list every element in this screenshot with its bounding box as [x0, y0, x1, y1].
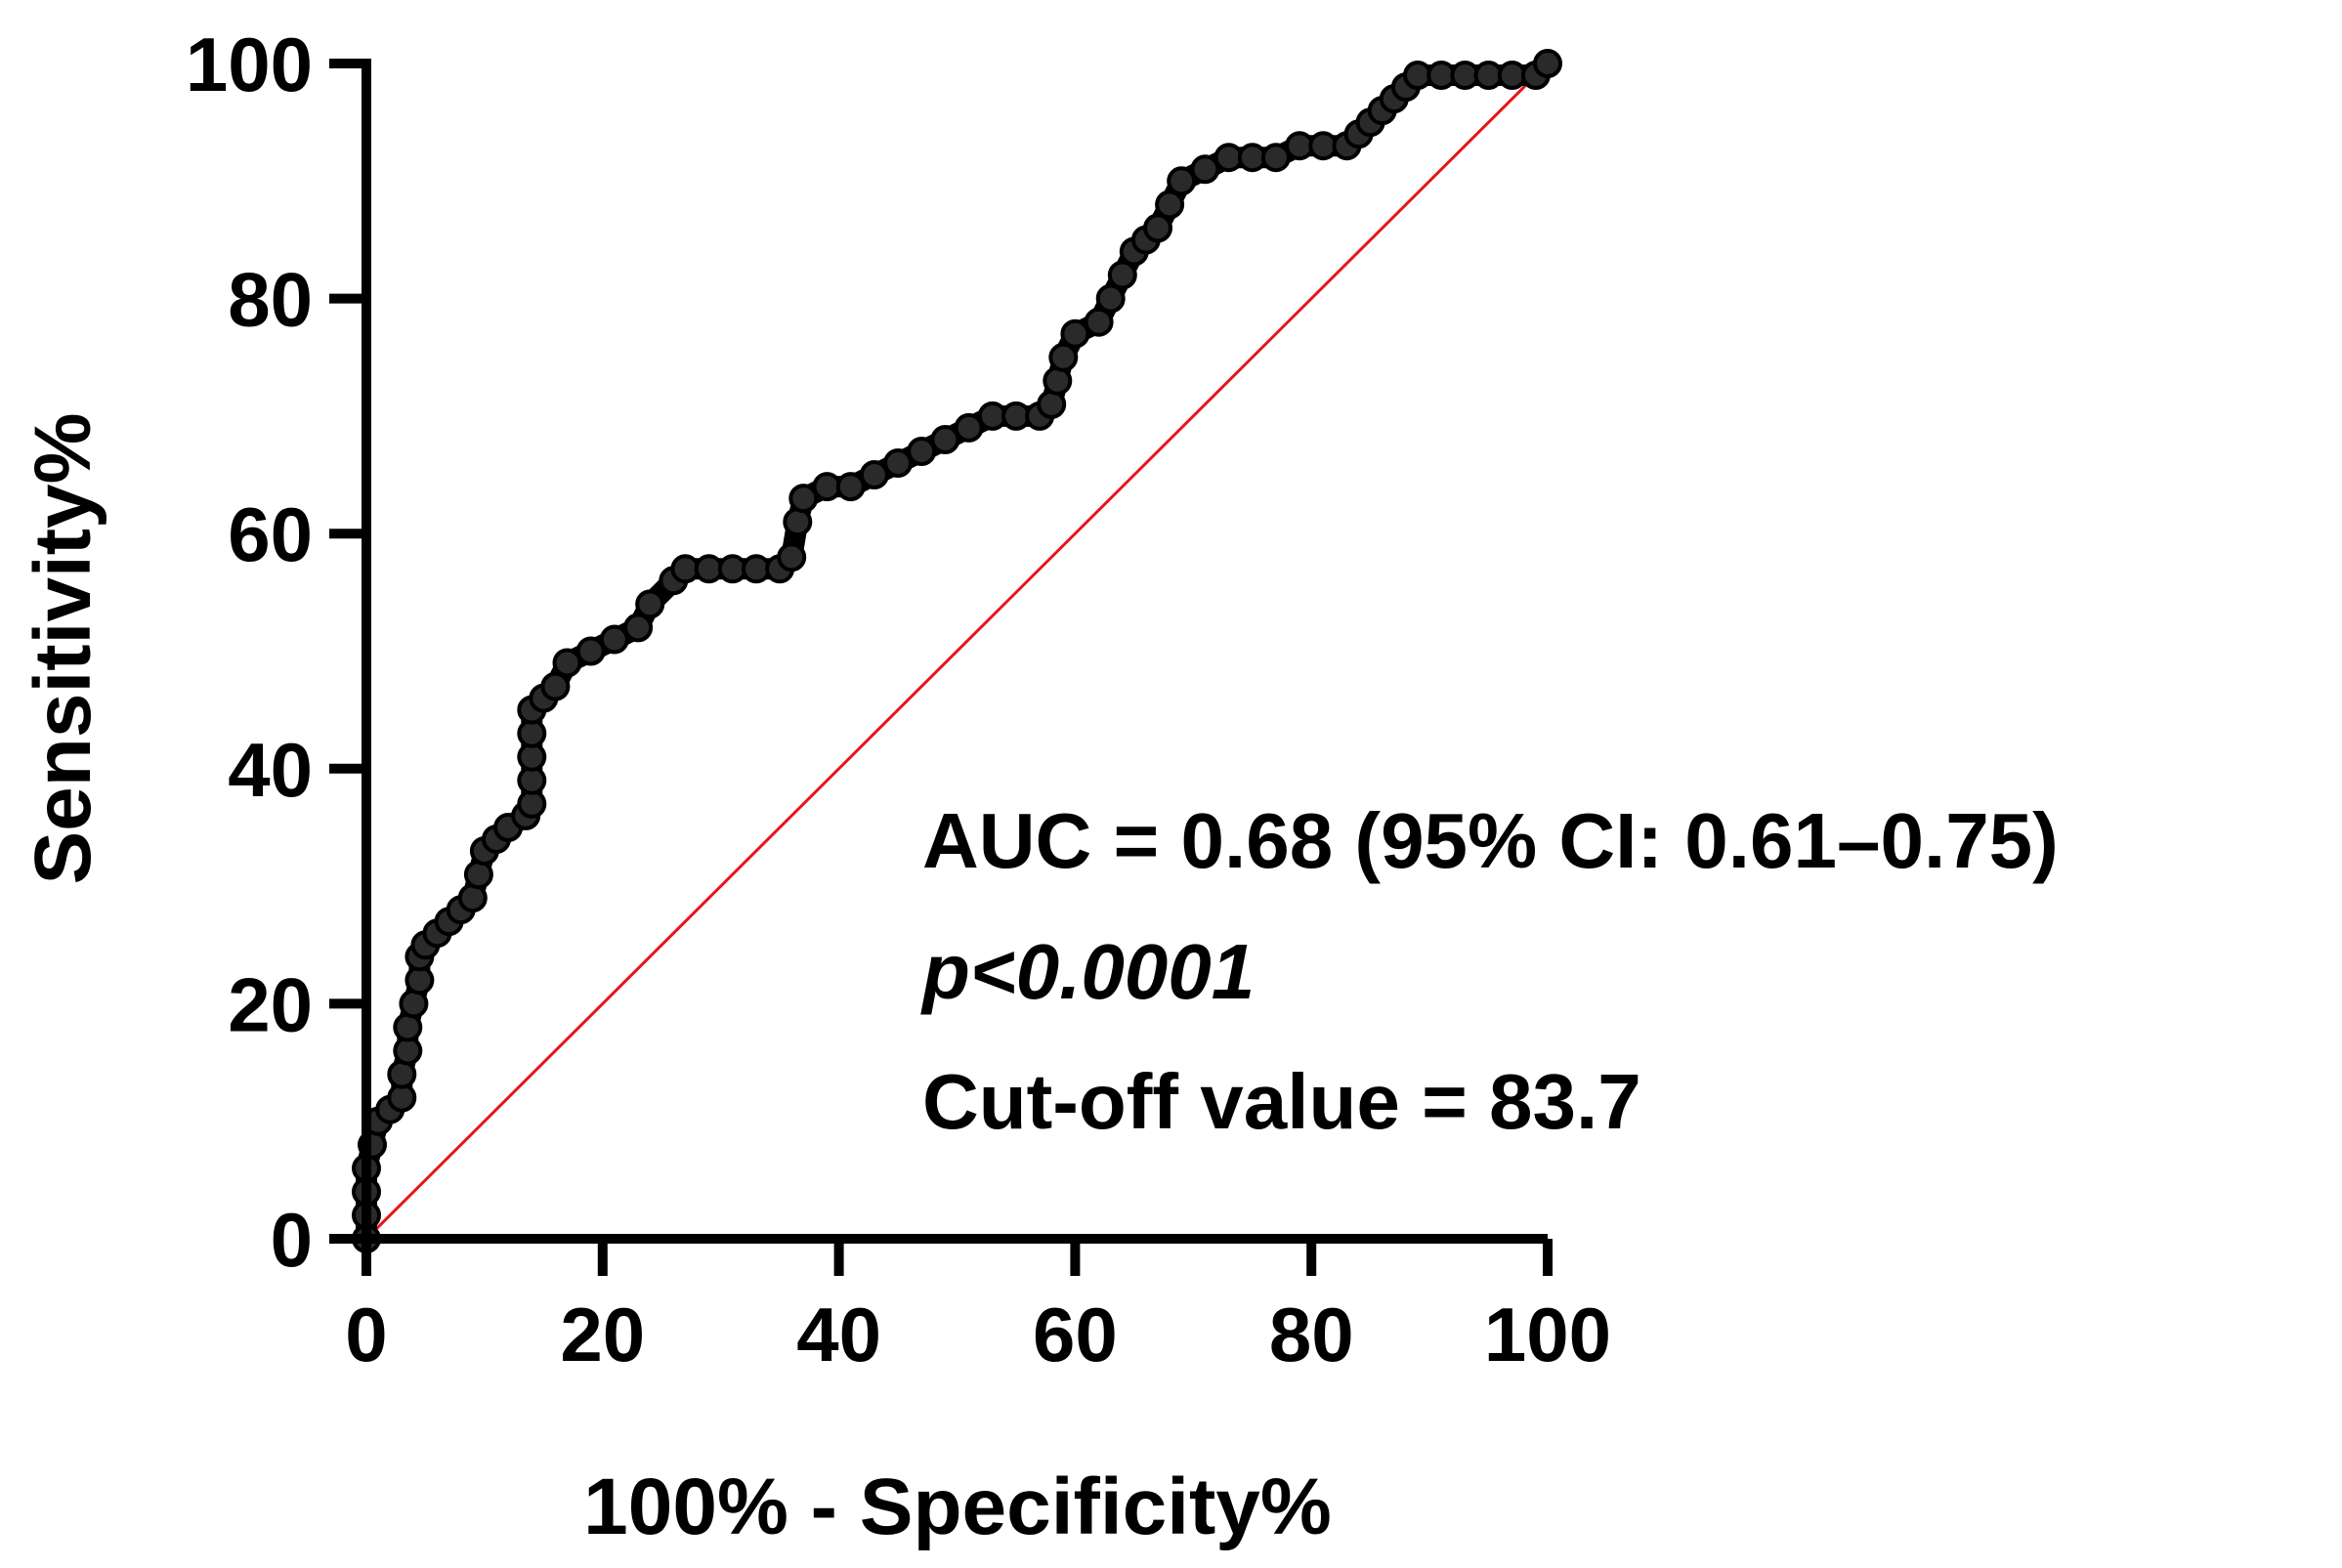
reference-line: [364, 62, 1550, 1241]
roc-point: [552, 648, 582, 678]
x-tick-label: 0: [345, 1292, 387, 1377]
roc-point: [1143, 213, 1172, 243]
roc-point: [623, 613, 654, 643]
roc-point: [1426, 61, 1457, 90]
roc-point: [1285, 131, 1315, 161]
roc-point: [1214, 143, 1244, 173]
roc-point: [1167, 166, 1197, 196]
reference-line-layer: [364, 62, 1550, 1241]
roc-point: [599, 624, 629, 655]
roc-point: [1473, 61, 1504, 90]
p-value-prefix: p: [920, 928, 970, 1015]
p-value-annotation: p<0.0001: [920, 928, 1255, 1015]
x-axis-title: 100% - Specificity%: [583, 1462, 1332, 1551]
roc-point: [788, 484, 819, 514]
roc-point: [835, 472, 866, 502]
roc-point: [1497, 61, 1527, 90]
cutoff-annotation: Cut-off value = 83.7: [922, 1058, 1641, 1145]
roc-point: [1048, 342, 1079, 372]
roc-point: [907, 437, 937, 466]
roc-point: [1260, 143, 1291, 173]
roc-point: [883, 448, 914, 478]
roc-point: [859, 460, 889, 489]
roc-point: [1084, 307, 1114, 337]
x-tick-label: 100: [1484, 1292, 1611, 1377]
x-tick-label: 40: [796, 1292, 881, 1377]
roc-point: [517, 718, 547, 748]
x-tick-label: 80: [1269, 1292, 1354, 1377]
y-tick-label: 60: [228, 491, 313, 577]
roc-point: [812, 472, 842, 502]
auc-annotation: AUC = 0.68 (95% CI: 0.61–0.75): [922, 797, 2059, 884]
roc-point: [777, 542, 807, 572]
roc-point: [1190, 154, 1220, 185]
ticks-layer: 0 20 40 60 80 100 0 20 40 60 80 100: [186, 21, 1611, 1377]
roc-point: [1155, 190, 1185, 220]
roc-point: [694, 554, 724, 584]
roc-point: [977, 401, 1007, 431]
y-tick-label: 40: [228, 727, 313, 813]
roc-point: [670, 554, 701, 584]
roc-point: [517, 788, 547, 819]
y-tick-label: 80: [228, 257, 313, 343]
roc-point: [387, 1059, 417, 1089]
roc-curve-layer: [352, 49, 1562, 1253]
roc-point: [954, 412, 984, 443]
roc-point: [1308, 131, 1339, 161]
roc-point: [783, 507, 813, 537]
roc-point: [1107, 260, 1137, 290]
roc-point: [393, 1012, 423, 1042]
roc-point: [1060, 318, 1090, 349]
roc-point: [540, 671, 571, 701]
y-tick-label: 20: [228, 961, 313, 1047]
roc-point: [635, 589, 665, 619]
roc-point: [1533, 49, 1562, 78]
y-tick-label: 0: [271, 1197, 313, 1283]
roc-point: [575, 636, 606, 666]
y-axis-title: Sensitivity%: [19, 412, 107, 884]
roc-point: [717, 554, 747, 584]
roc-point: [930, 425, 960, 454]
x-tick-label: 60: [1033, 1292, 1118, 1377]
roc-point: [399, 989, 429, 1019]
y-tick-label: 100: [186, 21, 313, 107]
roc-point: [1095, 283, 1126, 314]
roc-point: [1403, 61, 1432, 90]
roc-point: [463, 860, 493, 890]
p-value-number: <0.0001: [970, 928, 1255, 1015]
x-tick-label: 20: [560, 1292, 645, 1377]
axes-layer: [362, 59, 1548, 1244]
roc-point: [1043, 365, 1073, 396]
roc-point: [1037, 389, 1067, 419]
roc-point: [457, 883, 488, 913]
